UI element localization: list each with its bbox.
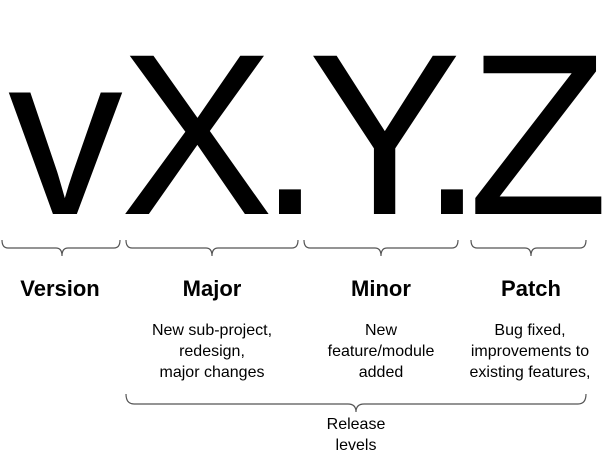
minor-y: Y <box>308 6 461 263</box>
patch-description: Bug fixed, improvements to existing feat… <box>469 322 591 381</box>
minor-description: New feature/module added <box>327 322 435 381</box>
patch-z: Z <box>468 6 602 263</box>
release-levels-brace <box>125 393 587 413</box>
minor-title: Minor <box>351 276 411 301</box>
release-levels-label: Release levels <box>326 416 386 454</box>
major-description: New sub-project, redesign, major changes <box>151 322 273 381</box>
patch-title: Patch <box>501 276 561 301</box>
major-title: Major <box>182 276 242 301</box>
version-prefix-v: v <box>8 6 123 263</box>
major-x: X <box>120 6 273 263</box>
version-title: Version <box>20 276 100 301</box>
dot-separator-2: . <box>420 6 484 263</box>
dot-separator-1: . <box>258 6 322 263</box>
